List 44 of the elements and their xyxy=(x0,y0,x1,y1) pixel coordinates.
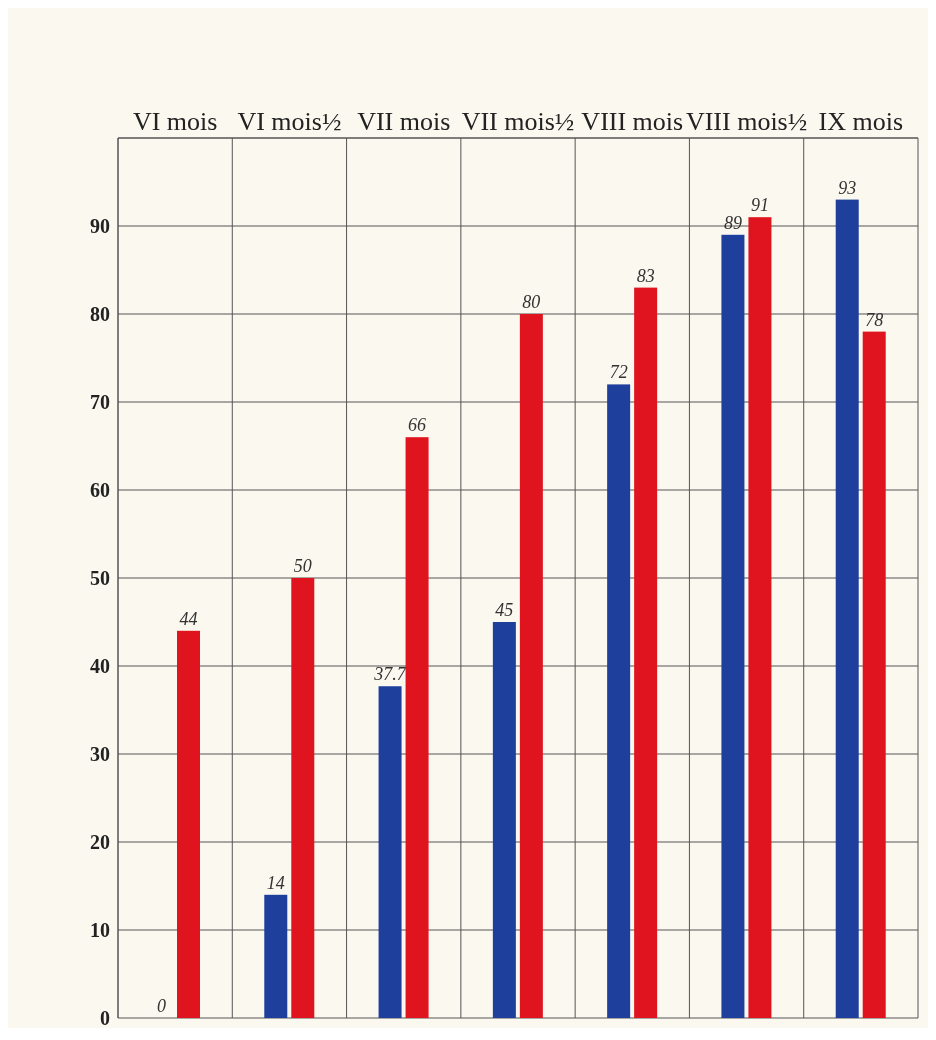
data-label: 80 xyxy=(522,292,541,312)
y-tick-label: 40 xyxy=(90,655,110,678)
bar xyxy=(378,686,402,1018)
bar xyxy=(264,894,288,1018)
bar xyxy=(862,331,886,1018)
x-tick-label: VII mois xyxy=(357,107,451,136)
bar xyxy=(634,287,658,1018)
data-label: 44 xyxy=(179,608,198,629)
y-tick-label: 70 xyxy=(90,391,110,414)
y-tick-label: 80 xyxy=(90,303,110,326)
bar xyxy=(748,217,772,1018)
x-tick-label: VIII mois½ xyxy=(685,107,808,136)
data-label: 0 xyxy=(157,996,166,1016)
x-tick-label: VI mois½ xyxy=(237,107,342,136)
data-label: 89 xyxy=(723,212,742,233)
data-label: 37.7 xyxy=(373,664,407,685)
data-label: 72 xyxy=(609,362,628,383)
data-label: 78 xyxy=(865,309,884,330)
bar xyxy=(291,578,315,1018)
y-tick-label: 20 xyxy=(90,831,110,854)
y-tick-label: 50 xyxy=(90,567,110,590)
y-tick-label: 30 xyxy=(90,743,110,766)
bar xyxy=(177,630,200,1018)
y-tick-label: 0 xyxy=(100,1007,110,1030)
bar xyxy=(519,314,543,1018)
y-tick-label: 10 xyxy=(90,919,110,942)
x-tick-label: VII mois½ xyxy=(461,107,575,136)
data-label: 93 xyxy=(838,177,857,198)
data-label: 66 xyxy=(408,415,427,436)
y-tick-label: 90 xyxy=(90,215,110,238)
x-tick-label: IX mois xyxy=(818,107,904,136)
data-label: 14 xyxy=(266,872,285,893)
data-label: 83 xyxy=(636,265,655,286)
bar xyxy=(492,622,516,1018)
data-label: 91 xyxy=(750,195,769,216)
bar xyxy=(721,234,745,1018)
data-label: 45 xyxy=(495,600,514,620)
bar xyxy=(405,437,429,1018)
y-tick-label: 60 xyxy=(90,479,110,502)
x-tick-label: VIII mois xyxy=(581,107,684,136)
bar xyxy=(835,199,859,1018)
bar xyxy=(607,384,631,1018)
x-tick-label: VI mois xyxy=(132,107,218,136)
data-label: 50 xyxy=(293,556,312,576)
